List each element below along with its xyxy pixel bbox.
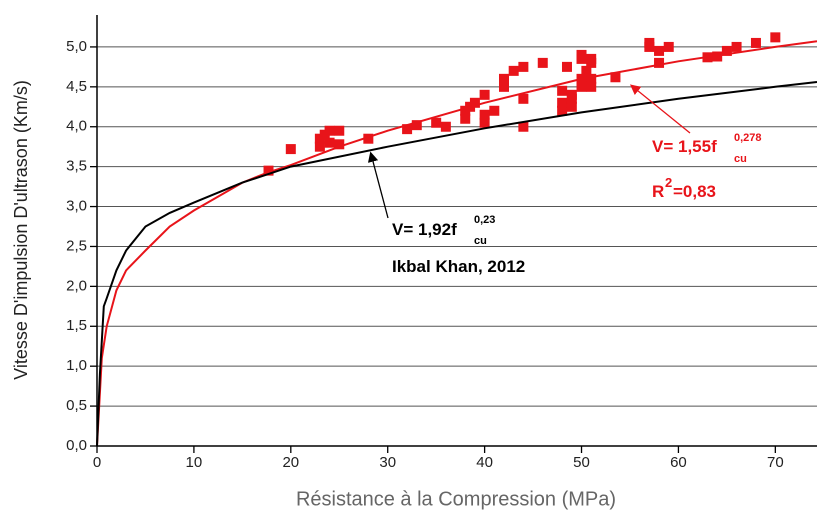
data-point [576, 49, 587, 60]
data-point [518, 121, 529, 132]
r2-power: 2 [665, 175, 672, 190]
data-point [460, 113, 471, 124]
fit-curve [96, 81, 817, 447]
data-point [581, 65, 592, 76]
y-tick-label: 1,0 [66, 357, 87, 374]
marks [96, 32, 817, 447]
x-tick-label: 40 [476, 454, 493, 471]
data-point [411, 120, 422, 131]
x-tick-label: 0 [93, 454, 101, 471]
data-point [263, 165, 274, 176]
x-tick-label: 10 [186, 454, 203, 471]
data-point [654, 57, 665, 68]
y-tick-label: 0,5 [66, 397, 87, 414]
grid [97, 46, 817, 447]
y-tick-label: 4,0 [66, 118, 87, 135]
y-tick-label: 2,0 [66, 277, 87, 294]
data-point [498, 81, 509, 92]
red-subscript: cu [734, 153, 747, 165]
x-tick-label: 60 [670, 454, 687, 471]
data-point [334, 125, 345, 136]
data-point [334, 139, 345, 150]
y-tick-label: 1,5 [66, 317, 87, 334]
data-point [479, 89, 490, 100]
y-tick-label: 0,0 [66, 437, 87, 454]
black-arrow [367, 151, 389, 219]
data-point [566, 101, 577, 112]
y-tick-label: 5,0 [66, 38, 87, 55]
data-point [479, 117, 490, 128]
data-point [508, 65, 519, 76]
red-exponent: 0,278 [734, 132, 762, 144]
data-point [750, 37, 761, 48]
data-point [489, 105, 500, 116]
x-tick-label: 30 [379, 454, 396, 471]
data-point [770, 32, 781, 43]
x-tick-label: 50 [573, 454, 590, 471]
data-point [610, 72, 621, 83]
data-point [324, 137, 335, 148]
data-point [586, 73, 597, 84]
y-tick-label: 3,0 [66, 198, 87, 215]
red-formula: V= 1,55f [652, 137, 717, 156]
r2-base: R [652, 182, 664, 201]
data-point [644, 37, 655, 48]
data-point [731, 41, 742, 52]
data-point [557, 85, 568, 96]
data-point [557, 105, 568, 116]
data-point [440, 121, 451, 132]
y-tick-label: 3,5 [66, 158, 87, 175]
x-tick-label: 70 [767, 454, 784, 471]
data-point [518, 61, 529, 72]
y-axis-label: Vitesse D'impulsion D'ultrason (Km/s) [11, 80, 31, 380]
fit-curve [96, 40, 817, 447]
black-source: Ikbal Khan, 2012 [392, 257, 525, 276]
data-point [469, 97, 480, 108]
data-point [537, 57, 548, 68]
data-point [586, 53, 597, 64]
data-point [363, 133, 374, 144]
data-point [479, 109, 490, 120]
data-point [402, 124, 413, 135]
data-point [314, 141, 325, 152]
data-point [324, 125, 335, 136]
x-axis-label: Résistance à la Compression (MPa) [296, 488, 616, 510]
r2-value: =0,83 [673, 182, 716, 201]
black-subscript: cu [474, 235, 487, 247]
x-tick-label: 20 [282, 454, 299, 471]
data-point [561, 61, 572, 72]
data-point [566, 89, 577, 100]
data-point [285, 144, 296, 155]
data-point [557, 97, 568, 108]
data-point [586, 81, 597, 92]
black-exponent: 0,23 [474, 214, 495, 226]
y-tick-label: 2,5 [66, 237, 87, 254]
data-point [654, 45, 665, 56]
black-formula: V= 1,92f [392, 220, 457, 239]
red-arrow [629, 84, 691, 134]
data-point [663, 41, 674, 52]
data-point [721, 45, 732, 56]
data-point [498, 73, 509, 84]
y-tick-label: 4,5 [66, 78, 87, 95]
data-point [431, 117, 442, 128]
data-point [518, 93, 529, 104]
data-point [576, 81, 587, 92]
